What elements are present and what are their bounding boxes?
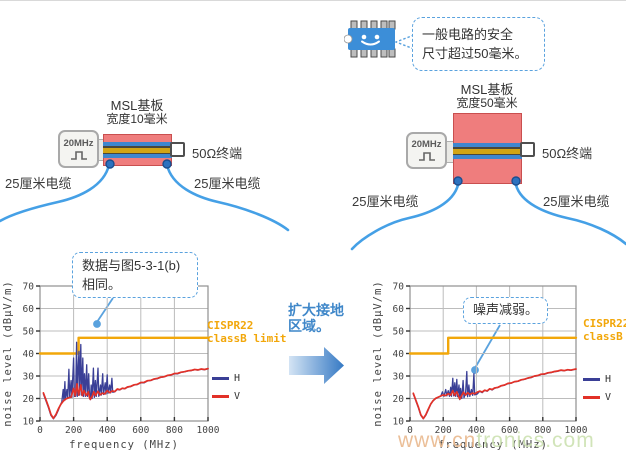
pulse-waveform-icon	[418, 152, 435, 161]
terminator-label-left: 50Ω终端	[192, 146, 243, 161]
pulse-waveform-icon	[70, 150, 87, 160]
svg-text:50: 50	[393, 327, 405, 338]
cispr-limit-label-right: CISPR22 classB	[583, 317, 626, 343]
terminator-label-right: 50Ω终端	[542, 146, 593, 161]
legend-v-label: V	[234, 391, 241, 402]
svg-text:70: 70	[393, 282, 405, 293]
transform-arrow-label-line2: 区域。	[288, 318, 330, 334]
cable-label-left-diagram-right: 25厘米电缆	[352, 194, 419, 209]
svg-text:30: 30	[23, 372, 35, 383]
transform-arrow-label: 扩大接地 区域。	[288, 302, 344, 334]
svg-text:1000: 1000	[197, 425, 220, 436]
msl-board-label-right-line1: MSL基板	[460, 82, 514, 97]
svg-text:10: 10	[23, 417, 35, 428]
noise-reduced-text: 噪声减弱。	[473, 302, 539, 317]
watermark-suffix: tronics.com	[476, 429, 595, 452]
svg-text:400: 400	[468, 425, 485, 436]
svg-text:60: 60	[393, 304, 405, 315]
chip-speech-line2: 尺寸超过50毫米。	[422, 46, 528, 61]
cable-label-right-diagram-left: 25厘米电缆	[194, 176, 261, 191]
ic-chip-mascot-icon	[344, 20, 396, 58]
svg-text:800: 800	[166, 425, 183, 436]
pulse-source-box-right: 20MHz	[406, 132, 447, 169]
pulse-source-frequency-right: 20MHz	[411, 139, 442, 150]
cable-label-left-diagram-left: 25厘米电缆	[5, 176, 72, 191]
pulse-source-box-left: 20MHz	[58, 130, 99, 168]
cispr-limit-line1: CISPR22	[583, 317, 626, 330]
data-note-line1: 数据与图5-3-1(b)	[82, 258, 181, 273]
svg-text:40: 40	[393, 349, 405, 360]
svg-text:20: 20	[393, 394, 405, 405]
microstrip-trace-left	[103, 142, 172, 158]
legend-v-swatch	[583, 396, 600, 399]
speech-bubble-pointer	[394, 34, 415, 50]
svg-text:200: 200	[65, 425, 82, 436]
site-watermark: www.cntronics.com	[398, 429, 595, 453]
svg-text:30: 30	[393, 372, 405, 383]
svg-text:40: 40	[23, 349, 35, 360]
watermark-prefix: www.cn	[398, 429, 477, 452]
legend-item-h: H	[212, 373, 240, 384]
data-note-callout: 数据与图5-3-1(b) 相同。	[72, 252, 198, 298]
svg-text:800: 800	[534, 425, 551, 436]
legend-h-label: H	[234, 373, 241, 384]
legend-h-swatch	[212, 377, 229, 380]
svg-text:0: 0	[407, 425, 413, 436]
cispr-limit-line1: CISPR22	[207, 319, 254, 332]
noise-chart-before: 10 20 30 40 50 60 70 0 200 400 600 800 1000 frequency…	[2, 280, 220, 451]
transform-arrow-icon	[289, 347, 344, 384]
legend-v-swatch	[212, 395, 229, 398]
terminator-connector-left	[170, 142, 185, 157]
svg-text:frequency (MHz): frequency (MHz)	[69, 439, 179, 451]
chip-speech-line1: 一般电路的安全	[422, 27, 514, 42]
legend-item-h: H	[583, 374, 611, 385]
cispr-limit-line2: classB limit	[207, 332, 287, 345]
msl-board-width-label-right: 宽度50毫米	[456, 96, 518, 110]
svg-text:50: 50	[23, 327, 35, 338]
legend-right: H V	[583, 374, 611, 403]
svg-text:70: 70	[23, 282, 35, 293]
legend-h-label: H	[605, 374, 612, 385]
chip-speech-bubble: 一般电路的安全 尺寸超过50毫米。	[412, 17, 545, 71]
cispr-limit-line2: classB	[583, 330, 623, 343]
svg-text:200: 200	[435, 425, 452, 436]
legend-h-swatch	[583, 378, 600, 381]
legend-left: H V	[212, 373, 240, 402]
svg-text:10: 10	[393, 417, 405, 428]
svg-text:noise level (dBμV/m): noise level (dBμV/m)	[372, 280, 384, 426]
noise-reduced-callout: 噪声减弱。	[463, 297, 549, 324]
svg-text:20: 20	[23, 394, 35, 405]
svg-text:0: 0	[37, 425, 43, 436]
transform-arrow-label-line1: 扩大接地	[288, 302, 344, 318]
microstrip-trace-right	[453, 143, 522, 159]
msl-board-label-left-line1: MSL基板	[110, 98, 164, 113]
pulse-source-frequency-left: 20MHz	[63, 137, 94, 149]
svg-text:frequency (MHz): frequency (MHz)	[438, 439, 548, 451]
svg-text:1000: 1000	[565, 425, 588, 436]
terminator-connector-right	[520, 142, 535, 157]
svg-text:600: 600	[501, 425, 518, 436]
noise-chart-after: 10 20 30 40 50 60 70 0 200 400 600 800 1000 frequency…	[372, 280, 588, 451]
svg-text:600: 600	[132, 425, 149, 436]
msl-board-width-label-left: 宽度10毫米	[106, 112, 168, 126]
svg-text:noise level (dBμV/m): noise level (dBμV/m)	[2, 280, 14, 426]
svg-text:400: 400	[99, 425, 116, 436]
legend-item-v: V	[583, 392, 611, 403]
cispr-limit-label-left: CISPR22 classB limit	[207, 319, 286, 345]
data-note-line2: 相同。	[82, 277, 122, 292]
svg-text:60: 60	[23, 304, 35, 315]
legend-v-label: V	[605, 392, 612, 403]
cable-label-right-diagram-right: 25厘米电缆	[543, 194, 610, 209]
legend-item-v: V	[212, 391, 240, 402]
